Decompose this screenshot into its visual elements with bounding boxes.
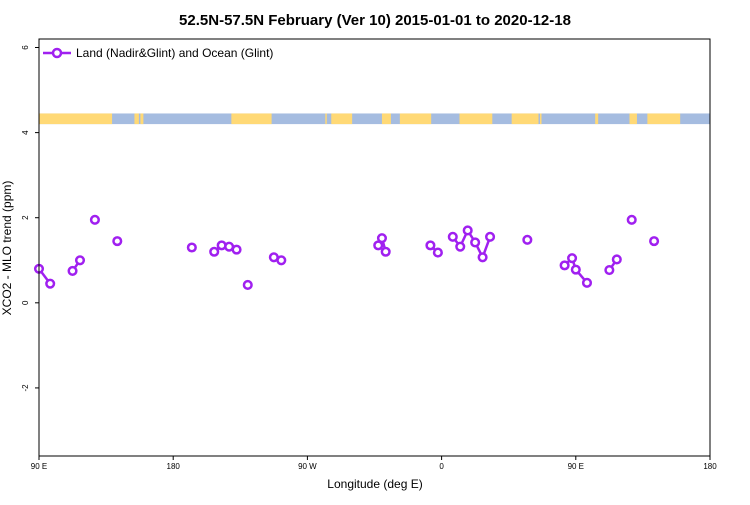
ocean-band <box>39 113 710 125</box>
land-band-segment <box>140 113 144 125</box>
data-point <box>74 255 86 266</box>
land-band-segment <box>511 113 539 125</box>
data-point <box>242 279 253 290</box>
x-tick-label: 0 <box>439 462 444 471</box>
land-band-segment <box>540 113 542 125</box>
x-tick-label: 180 <box>703 462 717 471</box>
plot-frame <box>38 38 711 457</box>
y-tick-label: 6 <box>21 45 30 50</box>
data-point <box>567 253 578 264</box>
x-axis-label: Longitude (deg E) <box>327 477 422 491</box>
land-band-segment <box>595 113 599 125</box>
data-point <box>570 264 581 275</box>
land-ocean-band <box>39 113 710 125</box>
land-band-segment <box>647 113 681 125</box>
land-band-segment <box>331 113 353 125</box>
data-point <box>209 246 220 257</box>
y-tick-label: 4 <box>21 130 30 135</box>
x-tick-label: 90 W <box>298 462 317 471</box>
data-point <box>649 236 660 247</box>
y-axis-label: XCO2 - MLO trend (ppm) <box>0 181 14 316</box>
data-point <box>373 240 384 251</box>
data-point <box>186 242 197 253</box>
data-point <box>380 246 391 257</box>
data-point <box>432 247 443 258</box>
data-point <box>470 237 481 248</box>
data-point <box>89 214 100 225</box>
data-point <box>376 233 388 244</box>
legend: Land (Nadir&Glint) and Ocean (Glint) <box>43 46 273 60</box>
data-point <box>276 255 287 266</box>
data-point <box>425 240 436 251</box>
data-point <box>604 265 615 276</box>
land-band-segment <box>629 113 637 125</box>
data-point <box>581 277 593 288</box>
data-series <box>33 214 660 290</box>
land-band-segment <box>134 113 139 125</box>
land-band-segment <box>459 113 493 125</box>
data-point <box>485 231 496 242</box>
land-band-segment <box>399 113 432 125</box>
data-point <box>455 241 466 252</box>
data-point <box>626 214 637 225</box>
legend-label: Land (Nadir&Glint) and Ocean (Glint) <box>76 46 273 60</box>
y-tick-label: 0 <box>21 300 30 305</box>
data-point <box>522 234 533 245</box>
x-tick-label: 180 <box>167 462 181 471</box>
data-point <box>112 236 123 247</box>
data-point <box>231 244 242 255</box>
y-axis: -2 0 2 4 6 <box>21 45 39 392</box>
data-point <box>447 231 458 242</box>
data-point <box>477 252 488 263</box>
land-band-segment <box>231 113 272 125</box>
y-tick-label: -2 <box>21 384 30 392</box>
data-point <box>462 225 473 236</box>
data-point <box>559 260 570 271</box>
data-point <box>67 265 78 276</box>
data-point <box>45 278 56 289</box>
chart-title: 52.5N-57.5N February (Ver 10) 2015-01-01… <box>179 12 571 29</box>
x-tick-label: 90 E <box>31 462 47 471</box>
legend-marker-swatch <box>51 47 63 59</box>
x-tick-label: 90 E <box>568 462 584 471</box>
x-axis: 90 E 180 90 W 0 90 E 180 <box>31 456 717 471</box>
data-point <box>611 254 622 265</box>
series-line-segment <box>563 255 588 284</box>
y-tick-label: 2 <box>21 215 30 220</box>
land-band-segment <box>39 113 113 125</box>
land-band-segment <box>325 113 327 125</box>
land-band-segment <box>381 113 391 125</box>
